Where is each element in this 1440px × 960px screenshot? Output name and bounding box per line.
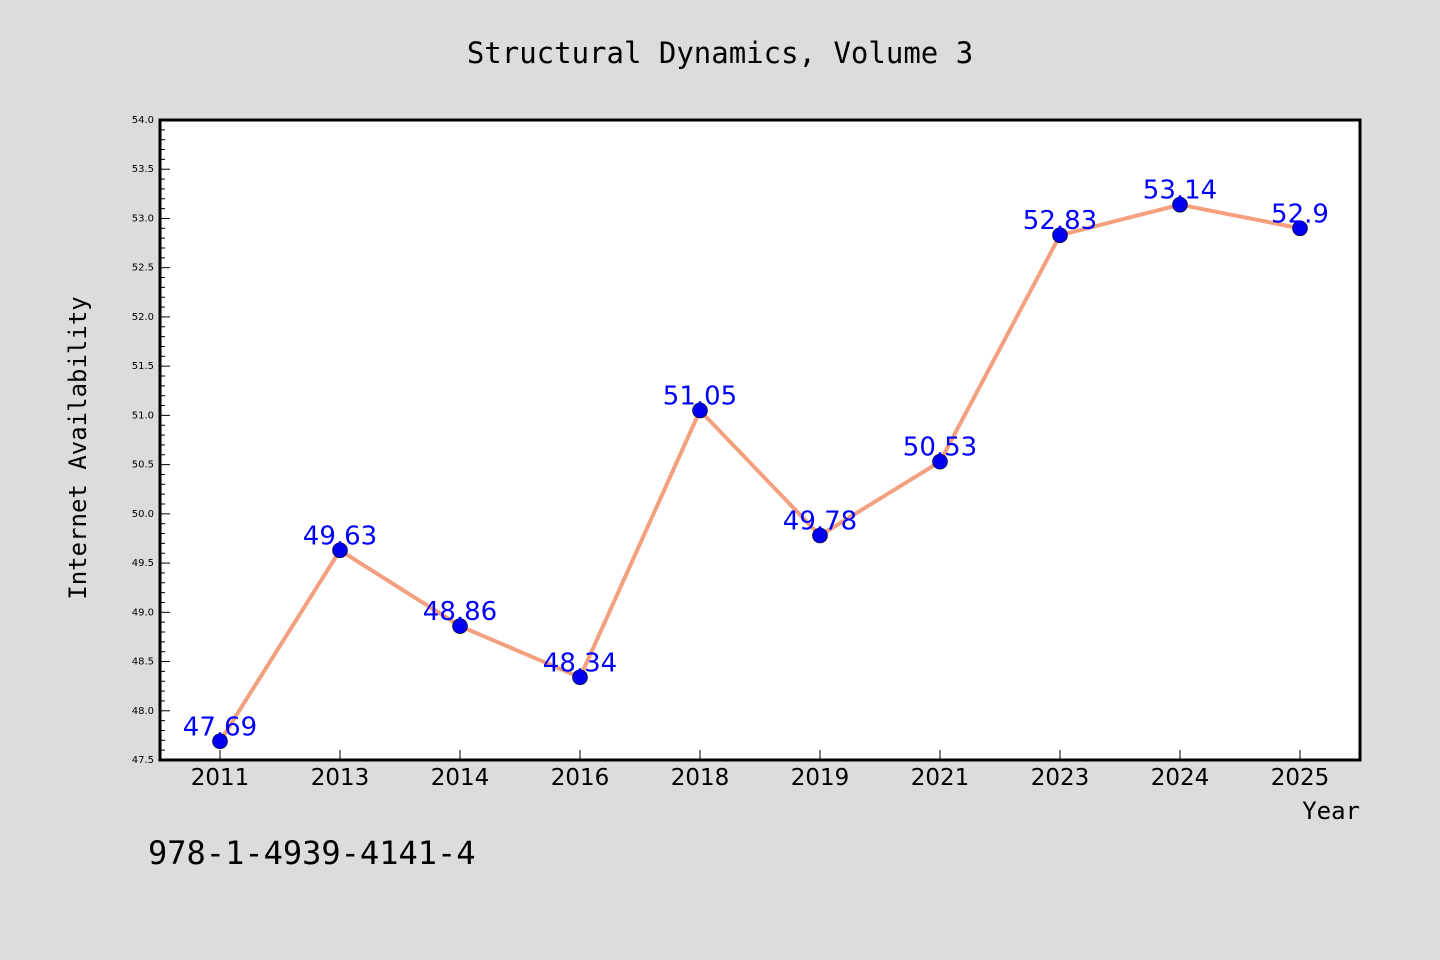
data-label: 53.14 [1143, 176, 1217, 206]
data-point-marker [932, 453, 948, 470]
y-tick-label: 53.5 [132, 164, 154, 175]
y-axis-label: Internet Availability [64, 296, 92, 599]
data-point-marker [452, 618, 468, 634]
x-axis-label: Year [1302, 797, 1360, 825]
data-label: 49.78 [783, 507, 857, 537]
data-label: 52.9 [1271, 199, 1329, 229]
footer-isbn: 978-1-4939-4141-4 [148, 834, 476, 872]
y-tick-label: 47.5 [132, 755, 154, 766]
x-tick-label: 2016 [551, 765, 610, 791]
data-point-marker [572, 669, 588, 686]
y-axis: 47.5 48.0 48.5 49.0 49.5 50.0 50.5 51.0 51.5 52.0… [132, 115, 170, 766]
data-point-marker [1292, 220, 1308, 237]
y-tick-label: 51.0 [132, 410, 154, 421]
data-point-marker [332, 542, 348, 559]
y-tick-label: 52.0 [132, 312, 154, 323]
x-tick-label: 2024 [1151, 765, 1210, 791]
y-tick-label: 54.0 [132, 115, 154, 126]
chart-title: Structural Dynamics, Volume 3 [467, 36, 973, 70]
data-point-marker [212, 733, 228, 750]
data-label: 51.05 [663, 381, 737, 411]
y-tick-label: 53.0 [132, 213, 154, 224]
data-label: 48.86 [423, 597, 497, 627]
series-layer: 47.69 49.63 48.86 48.34 51.05 49.78 50.53 52.83… [183, 176, 1329, 750]
y-tick-label: 49.5 [132, 558, 154, 569]
x-tick-label: 2023 [1031, 765, 1090, 791]
y-tick-label: 52.5 [132, 263, 154, 274]
y-tick-label: 51.5 [132, 361, 154, 372]
data-point-marker [692, 402, 708, 419]
plot-frame [158, 118, 1362, 762]
data-label: 48.34 [543, 648, 617, 678]
data-point-marker [1172, 196, 1188, 213]
data-point-marker [1052, 227, 1068, 243]
data-label: 50.53 [903, 433, 977, 463]
x-axis: 2011 2013 2014 2016 2018 2019 2021 2023 2024 2025 [191, 750, 1330, 791]
y-tick-label: 48.0 [132, 706, 154, 717]
y-tick-label: 49.0 [132, 607, 154, 618]
data-label: 49.63 [303, 521, 377, 551]
x-tick-label: 2014 [431, 765, 490, 791]
x-tick-label: 2019 [791, 765, 850, 791]
y-tick-label: 50.5 [132, 460, 154, 471]
data-label: 47.69 [183, 712, 257, 742]
x-tick-label: 2011 [191, 765, 250, 791]
series-line [218, 202, 1302, 744]
x-tick-label: 2021 [911, 765, 970, 791]
x-tick-label: 2018 [671, 765, 730, 791]
y-tick-label: 50.0 [132, 509, 154, 520]
plot-area [160, 120, 1360, 760]
data-point-marker [812, 527, 828, 544]
x-tick-label: 2025 [1271, 765, 1330, 791]
x-tick-label: 2013 [311, 765, 370, 791]
y-tick-label: 48.5 [132, 657, 154, 668]
data-label: 52.83 [1023, 206, 1097, 236]
